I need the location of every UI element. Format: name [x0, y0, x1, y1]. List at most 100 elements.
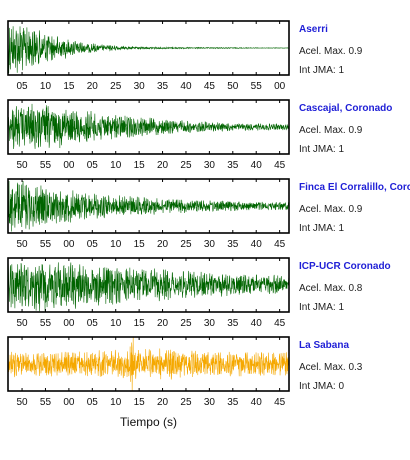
acel-max-value: 0.9 [348, 46, 362, 57]
x-tick-label: 15 [134, 239, 146, 250]
acel-max-value: 0.9 [348, 125, 362, 136]
waveform-trace [8, 180, 289, 232]
x-tick-label: 10 [110, 239, 122, 250]
x-tick-label: 45 [274, 318, 286, 329]
x-tick-label: 10 [40, 81, 52, 92]
x-tick-label: 55 [40, 239, 52, 250]
x-tick-label: 30 [134, 81, 146, 92]
acel-max-text: Acel. Max. 0.9 [299, 46, 363, 57]
x-tick-label: 50 [16, 239, 28, 250]
x-tick-label: 45 [274, 397, 286, 408]
acel-max-label: Acel. Max. [299, 362, 348, 373]
x-tick-label: 30 [204, 318, 216, 329]
int-jma-label: Int JMA: [299, 381, 338, 392]
acel-max-label: Acel. Max. [299, 283, 348, 294]
x-tick-label: 40 [251, 318, 263, 329]
int-jma-value: 1 [338, 65, 344, 76]
acel-max-value: 0.9 [348, 204, 362, 215]
x-tick-label: 40 [251, 160, 263, 171]
int-jma-text: Int JMA: 1 [299, 144, 344, 155]
int-jma-value: 1 [338, 302, 344, 313]
int-jma-label: Int JMA: [299, 302, 338, 313]
acel-max-value: 0.8 [348, 283, 362, 294]
int-jma-label: Int JMA: [299, 223, 338, 234]
panel-frame [7, 178, 290, 234]
x-tick-label: 50 [16, 397, 28, 408]
x-axis-title: Tiempo (s) [120, 415, 177, 429]
acel-max-value: 0.3 [348, 362, 362, 373]
x-tick-label: 00 [63, 318, 75, 329]
panel-3: 50 55 00 05 10 15 20 25 30 35 40 45 Finca El Corrali… [7, 178, 410, 250]
x-tick-label: 00 [63, 239, 75, 250]
x-tick-label: 05 [87, 239, 99, 250]
acel-max-text: Acel. Max. 0.9 [299, 125, 363, 136]
x-tick-label: 25 [180, 160, 192, 171]
station-name: Finca El Corralillo, Coronado [299, 182, 410, 193]
x-tick-label: 15 [134, 160, 146, 171]
x-tick-label: 00 [274, 81, 286, 92]
x-tick-label: 55 [40, 160, 52, 171]
panel-frame [7, 336, 290, 392]
x-tick-label: 20 [157, 318, 169, 329]
x-tick-label: 50 [16, 160, 28, 171]
x-tick-label: 25 [180, 318, 192, 329]
acel-max-text: Acel. Max. 0.9 [299, 204, 363, 215]
x-tick-label: 20 [87, 81, 99, 92]
x-tick-label: 00 [63, 397, 75, 408]
waveform-trace [8, 262, 289, 312]
x-tick-label: 35 [227, 239, 239, 250]
x-tick-label: 55 [251, 81, 263, 92]
station-name: ICP-UCR Coronado [299, 261, 391, 272]
acel-max-label: Acel. Max. [299, 204, 348, 215]
x-tick-label: 40 [251, 397, 263, 408]
x-tick-label: 35 [227, 160, 239, 171]
acel-max-label: Acel. Max. [299, 46, 348, 57]
station-name: La Sabana [299, 340, 349, 351]
waveform-trace [8, 26, 289, 74]
int-jma-text: Int JMA: 1 [299, 223, 344, 234]
panel-5: 50 55 00 05 10 15 20 25 30 35 40 45 La Sabana Acel. M… [7, 336, 363, 408]
station-name: Aserri [299, 24, 328, 35]
x-tick-label: 50 [16, 318, 28, 329]
acel-max-text: Acel. Max. 0.8 [299, 283, 363, 294]
panel-frame [7, 20, 290, 76]
panel-frame [7, 99, 290, 155]
x-tick-label: 30 [204, 239, 216, 250]
x-tick-label: 30 [204, 160, 216, 171]
x-tick-label: 40 [180, 81, 192, 92]
x-tick-label: 25 [110, 81, 122, 92]
x-tick-label: 05 [87, 160, 99, 171]
x-tick-label: 15 [134, 397, 146, 408]
x-tick-label: 20 [157, 397, 169, 408]
x-tick-label: 10 [110, 397, 122, 408]
x-tick-label: 10 [110, 160, 122, 171]
int-jma-value: 0 [338, 381, 344, 392]
x-tick-label: 15 [63, 81, 75, 92]
int-jma-value: 1 [338, 223, 344, 234]
x-tick-label: 45 [204, 81, 216, 92]
x-tick-label: 40 [251, 239, 263, 250]
x-tick-label: 35 [227, 397, 239, 408]
waveform-trace [8, 337, 289, 391]
x-tick-label: 25 [180, 397, 192, 408]
x-tick-label: 25 [180, 239, 192, 250]
x-tick-label: 35 [227, 318, 239, 329]
x-tick-label: 05 [87, 397, 99, 408]
station-name: Cascajal, Coronado [299, 103, 392, 114]
x-tick-label: 45 [274, 160, 286, 171]
x-tick-label: 55 [40, 397, 52, 408]
int-jma-text: Int JMA: 0 [299, 381, 344, 392]
x-tick-label: 10 [110, 318, 122, 329]
waveform-trace [8, 103, 289, 149]
panel-4: 50 55 00 05 10 15 20 25 30 35 40 45 ICP-UCR Coronado… [7, 257, 391, 329]
x-tick-label: 20 [157, 160, 169, 171]
x-tick-label: 30 [204, 397, 216, 408]
x-tick-label: 05 [87, 318, 99, 329]
x-tick-label: 45 [274, 239, 286, 250]
x-tick-label: 15 [134, 318, 146, 329]
x-tick-label: 55 [40, 318, 52, 329]
x-tick-label: 20 [157, 239, 169, 250]
acel-max-label: Acel. Max. [299, 125, 348, 136]
int-jma-text: Int JMA: 1 [299, 302, 344, 313]
